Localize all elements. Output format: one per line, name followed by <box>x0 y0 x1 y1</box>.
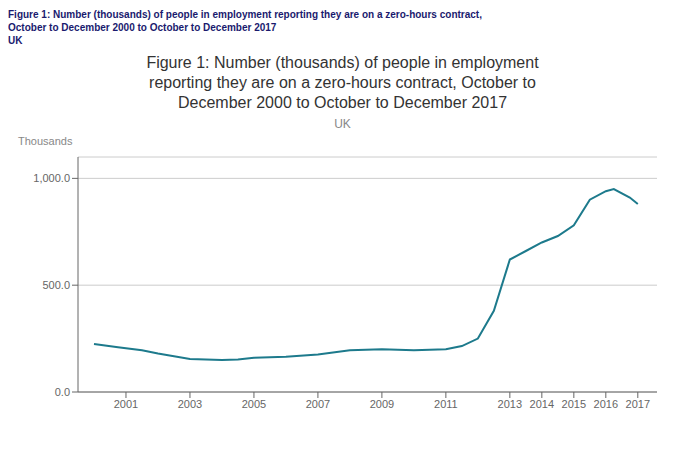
svg-text:2016: 2016 <box>594 398 618 410</box>
html-text:Figure 1: Number (thousands) o: Figure 1: Number (thousands) of people i… <box>8 9 482 20</box>
html-text:Thousands: Thousands <box>18 135 73 147</box>
html-text:October to December 2000 to Oc: October to December 2000 to October to D… <box>8 22 277 33</box>
svg-text:2001: 2001 <box>114 398 138 410</box>
svg-text:2005: 2005 <box>242 398 266 410</box>
svg-text:2007: 2007 <box>306 398 330 410</box>
svg-text:2014: 2014 <box>530 398 554 410</box>
svg-text:2013: 2013 <box>498 398 522 410</box>
svg-text:2003: 2003 <box>178 398 202 410</box>
svg-text:2011: 2011 <box>434 398 458 410</box>
svg-text:0.0: 0.0 <box>55 386 70 398</box>
svg-text:1,000.0: 1,000.0 <box>33 172 70 184</box>
svg-text:500.0: 500.0 <box>42 279 70 291</box>
svg-text:2015: 2015 <box>562 398 586 410</box>
svg-text:2017: 2017 <box>626 398 650 410</box>
svg-text:2009: 2009 <box>370 398 394 410</box>
html-text:Figure 1: Number (thousands) o: Figure 1: Number (thousands) of people i… <box>146 54 539 111</box>
html-text:UK: UK <box>334 117 351 131</box>
html-text:UK: UK <box>8 35 23 46</box>
